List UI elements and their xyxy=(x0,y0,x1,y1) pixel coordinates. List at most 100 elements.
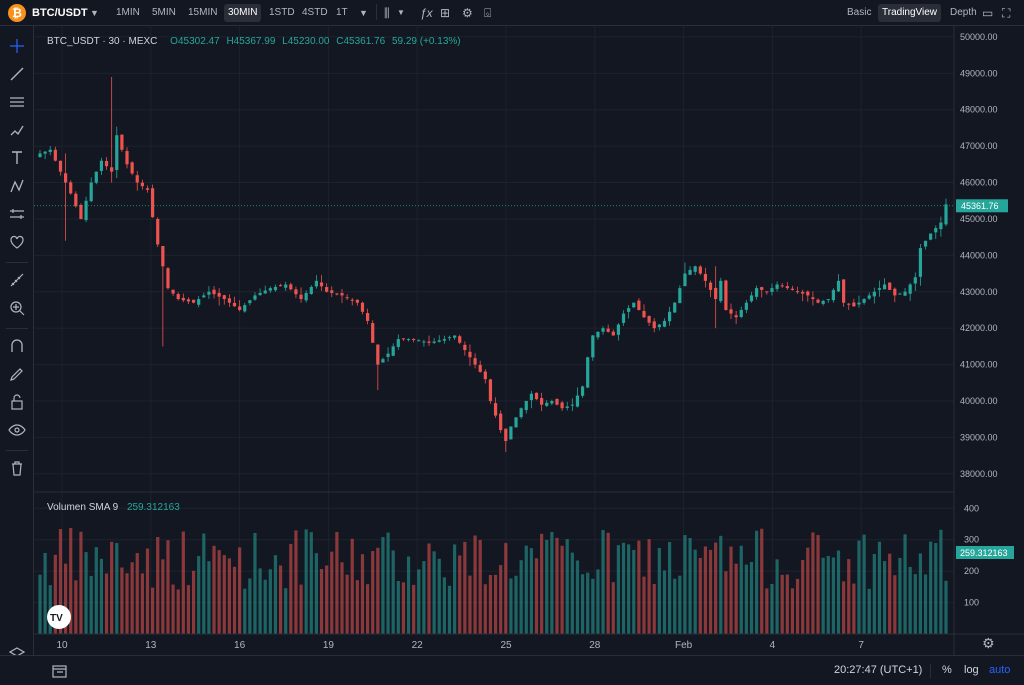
date-range-icon[interactable] xyxy=(52,664,68,678)
candle-body xyxy=(555,399,559,405)
volume-bar xyxy=(637,540,641,634)
candle-body xyxy=(181,297,185,301)
heart-icon[interactable] xyxy=(7,232,27,252)
trend-line-icon[interactable] xyxy=(7,64,27,84)
brush-icon[interactable] xyxy=(7,120,27,140)
symbol-selector[interactable]: BTC/USDT xyxy=(32,7,88,19)
volume-bar xyxy=(391,550,395,634)
ruler-icon[interactable] xyxy=(7,270,27,290)
measure-icon[interactable] xyxy=(7,204,27,224)
volume-bar xyxy=(806,547,810,634)
trash-icon[interactable] xyxy=(7,458,27,478)
volume-bar xyxy=(227,558,231,634)
candle-body xyxy=(867,295,871,299)
candle-body xyxy=(238,306,242,310)
volume-bar xyxy=(775,559,779,634)
time-tick-label: 4 xyxy=(770,640,776,651)
volume-bar xyxy=(831,557,835,634)
eye-icon[interactable] xyxy=(7,420,27,440)
volume-bar xyxy=(714,542,718,634)
volume-bar xyxy=(857,540,861,634)
fullscreen-icon[interactable]: ⛶ xyxy=(1002,6,1011,20)
settings-icon[interactable]: ⚙ xyxy=(462,6,473,20)
candle-body xyxy=(447,337,452,339)
interval-30min[interactable]: 30MIN xyxy=(224,4,262,22)
candle-type-chevron-icon[interactable]: ▼ xyxy=(397,8,405,17)
tradingview-logo[interactable]: TV xyxy=(47,605,71,629)
volume-bar xyxy=(284,588,288,634)
candle-body xyxy=(314,280,319,287)
horizontal-lines-icon[interactable] xyxy=(7,92,27,112)
price-tick-label: 49000.00 xyxy=(960,68,998,78)
crosshair-icon[interactable] xyxy=(7,36,27,56)
candle-body xyxy=(903,291,907,296)
candle-body xyxy=(770,288,774,292)
chevron-down-icon[interactable]: ▼ xyxy=(90,8,99,18)
volume-bar xyxy=(842,581,846,634)
candle-body xyxy=(550,400,554,404)
pattern-icon[interactable] xyxy=(7,176,27,196)
candle-body xyxy=(724,280,728,310)
interval-1std[interactable]: 1STD xyxy=(269,7,295,18)
candle-body xyxy=(248,300,252,304)
magnet-icon[interactable] xyxy=(7,336,27,356)
mode-tradingview[interactable]: TradingView xyxy=(878,4,942,22)
interval-1t[interactable]: 1T xyxy=(336,7,348,18)
pencil-lock-icon[interactable] xyxy=(7,364,27,384)
bottom-bar: 20:27:47 (UTC+1) % log auto xyxy=(0,655,1024,685)
auto-toggle[interactable]: auto xyxy=(989,664,1011,676)
candle-body xyxy=(847,303,851,305)
price-chart[interactable]: 50000.00 49000.00 48000.00 47000.00 46000.00… xyxy=(34,26,1024,655)
candle-body xyxy=(749,295,754,302)
volume-bar xyxy=(140,573,144,634)
mode-depth[interactable]: Depth xyxy=(950,7,977,18)
volume-bar xyxy=(130,562,134,634)
percent-toggle[interactable]: % xyxy=(942,664,952,676)
log-toggle[interactable]: log xyxy=(964,664,979,676)
more-intervals-icon[interactable]: ▼ xyxy=(359,8,368,18)
text-icon[interactable] xyxy=(7,148,27,168)
candle-body xyxy=(340,293,344,296)
legend-open: O45302.47 xyxy=(170,36,220,47)
price-axis[interactable]: 50000.00 49000.00 48000.00 47000.00 46000.00… xyxy=(960,32,998,479)
candle-body xyxy=(360,302,365,312)
candle-body xyxy=(499,413,503,431)
volume-bar xyxy=(212,545,216,634)
volume-bar xyxy=(243,588,247,634)
clock[interactable]: 20:27:47 (UTC+1) xyxy=(834,664,923,676)
volume-bar xyxy=(156,536,160,634)
interval-5min[interactable]: 5MIN xyxy=(152,7,176,18)
volume-bar xyxy=(263,579,267,634)
interval-15min[interactable]: 15MIN xyxy=(188,7,218,18)
candle-body xyxy=(811,297,815,300)
volume-bar xyxy=(483,584,487,634)
volume-bar xyxy=(570,552,574,634)
volume-axis[interactable]: 400 300 200 100 xyxy=(964,503,979,607)
volume-bar xyxy=(872,554,876,634)
layout-icon[interactable]: ▭ xyxy=(982,6,994,20)
candle-type-icon[interactable]: ⫼ xyxy=(384,6,390,20)
indicators-icon[interactable]: ƒx xyxy=(420,6,433,20)
volume-bar xyxy=(268,569,272,634)
volume-bar xyxy=(437,558,441,634)
time-tick-label: Feb xyxy=(675,640,693,651)
volume-bar xyxy=(529,548,533,634)
interval-4std[interactable]: 4STD xyxy=(302,7,328,18)
templates-icon[interactable]: ⊞ xyxy=(440,6,451,20)
time-axis[interactable]: 10 13 16 19 22 25 28 Feb 4 7 xyxy=(56,640,864,651)
time-axis-settings-icon[interactable]: ⚙ xyxy=(982,636,995,652)
camera-icon[interactable]: ⌺ xyxy=(484,6,492,20)
candle-body xyxy=(509,426,513,440)
candle-body xyxy=(888,282,892,290)
price-tick-label: 41000.00 xyxy=(960,360,998,370)
candle-body xyxy=(708,282,713,290)
candle-body xyxy=(842,279,846,303)
mode-basic[interactable]: Basic xyxy=(847,7,872,18)
time-tick-label: 16 xyxy=(234,640,246,651)
candle-body xyxy=(232,302,237,307)
zoom-in-icon[interactable] xyxy=(7,298,27,318)
interval-1min[interactable]: 1MIN xyxy=(116,7,140,18)
candle-body xyxy=(350,299,354,301)
candle-body xyxy=(463,344,467,351)
lock-icon[interactable] xyxy=(7,392,27,412)
